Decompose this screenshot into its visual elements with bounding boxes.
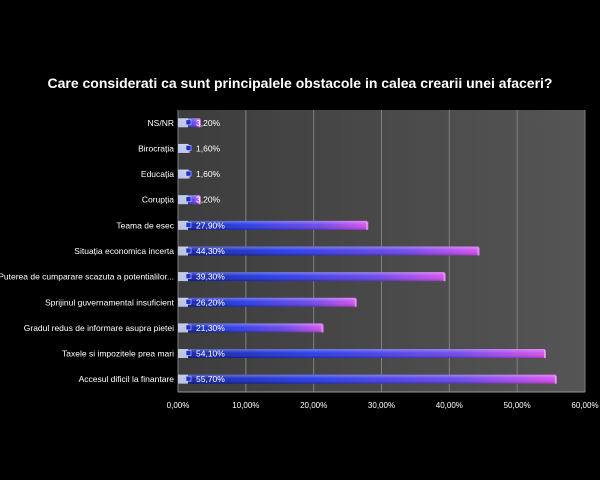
category-label: Corupția (142, 195, 174, 205)
category-label: Accesul dificil la finantare (79, 374, 175, 384)
bar-cap (178, 374, 188, 384)
x-tick-label: 30,00% (368, 401, 395, 410)
bar-cap (178, 169, 188, 179)
bar-cap (178, 118, 188, 128)
chart-title: Care considerati ca sunt principalele ob… (47, 75, 553, 91)
bar-cap (178, 246, 188, 256)
category-label: Gradul redus de informare asupra pietei (24, 323, 174, 333)
value-marker (185, 273, 192, 279)
x-tick-label: 40,00% (436, 401, 463, 410)
bar-cap (178, 220, 188, 230)
bar-end (443, 273, 446, 282)
bar-end (543, 350, 546, 359)
value-label: 1,60% (196, 169, 221, 179)
value-marker (185, 247, 192, 254)
category-label: Taxele si impozitele prea mari (62, 349, 174, 359)
value-marker (185, 222, 192, 228)
category-label: Birocrația (138, 143, 174, 153)
bar-cap (178, 143, 188, 153)
category-label: Teama de esec (116, 220, 174, 230)
value-marker (185, 119, 192, 126)
value-label: 21,30% (196, 323, 225, 333)
value-marker (185, 375, 192, 382)
bar-cap (178, 272, 188, 282)
x-tick-label: 60,00% (571, 401, 598, 410)
bar-shine (178, 323, 323, 333)
x-tick-label: 50,00% (504, 401, 531, 410)
bar-shine (178, 297, 356, 307)
bar-shine (178, 246, 479, 256)
bar-cap (178, 297, 188, 307)
category-label: Puterea de cumparare scazuta a potential… (0, 272, 174, 282)
value-label: 39,30% (196, 272, 225, 282)
value-marker (185, 298, 192, 305)
bar-end (366, 221, 369, 230)
x-tick-label: 20,00% (300, 401, 327, 410)
value-marker (185, 324, 192, 331)
bar-end (354, 298, 357, 307)
value-label: 27,90% (196, 220, 225, 230)
bar-end (198, 119, 201, 128)
value-label: 55,70% (196, 374, 225, 384)
category-label: NS/NR (148, 118, 174, 128)
bar-cap (178, 195, 188, 205)
bar-cap (178, 349, 188, 359)
category-label: Sprijinul guvernamental insuficient (45, 297, 175, 307)
x-tick-label: 0,00% (167, 401, 190, 410)
bar-end (477, 247, 480, 256)
bar-shine (178, 220, 368, 230)
x-tick-label: 10,00% (232, 401, 259, 410)
bar-shine (178, 374, 556, 384)
bar-end (198, 196, 201, 205)
value-label: 44,30% (196, 246, 225, 256)
value-marker (185, 145, 192, 151)
value-label: 3,20% (196, 118, 221, 128)
value-marker (185, 350, 192, 356)
value-label: 26,20% (196, 297, 225, 307)
bar-end (554, 375, 557, 384)
value-marker (185, 196, 192, 203)
category-label: Situația economica incerta (74, 246, 174, 256)
value-label: 1,60% (196, 143, 221, 153)
bar-shine (178, 272, 445, 282)
bar-shine (178, 349, 545, 359)
value-marker (185, 170, 192, 177)
category-label: Educația (141, 169, 174, 179)
value-label: 3,20% (196, 195, 221, 205)
bar-cap (178, 323, 188, 333)
value-label: 54,10% (196, 349, 225, 359)
bar-end (321, 324, 324, 333)
